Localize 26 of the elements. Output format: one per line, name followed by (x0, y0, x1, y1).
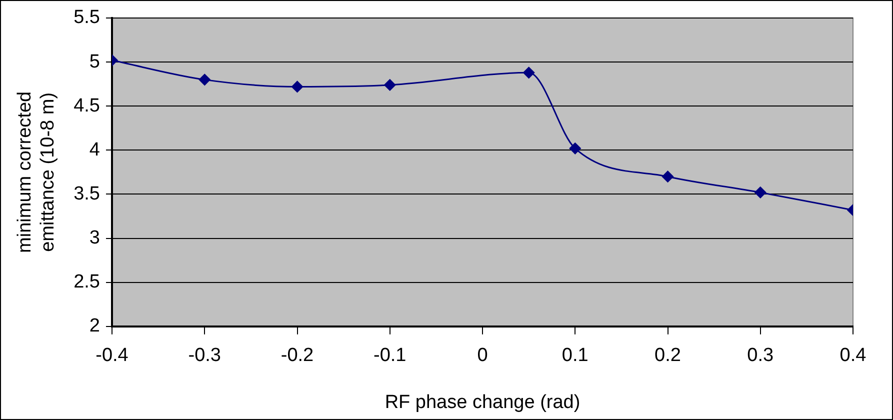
x-axis-title: RF phase change (rad) (384, 392, 580, 413)
y-tick-label: 5.5 (74, 7, 100, 28)
point (523, 66, 535, 78)
point (198, 74, 210, 86)
x-tick-label: -0.4 (96, 345, 129, 366)
y-tick-label: 4.5 (74, 95, 100, 116)
point (662, 170, 674, 182)
y-axis-title: minimum corrected emittance (10-8 m) (14, 91, 58, 253)
point (754, 186, 766, 198)
y-tick-label: 3.5 (74, 183, 100, 204)
point (292, 80, 304, 92)
x-tick-label: 0.3 (747, 345, 774, 366)
x-tick-label: 0 (477, 345, 488, 366)
y-tick-label: 3 (89, 228, 100, 249)
y-tick-label: 2.5 (74, 272, 100, 293)
point (384, 79, 396, 91)
y-tick-label: 2 (89, 316, 100, 337)
x-tick-label: -0.1 (374, 345, 406, 366)
x-tick-label: 0.4 (840, 345, 867, 366)
x-tick-label: -0.3 (188, 345, 222, 366)
y-tick-label: 5 (89, 51, 100, 72)
x-tick-label: -0.2 (280, 345, 314, 366)
point (569, 142, 581, 154)
x-tick-label: 0.1 (562, 345, 588, 366)
y-tick-label: 4 (89, 139, 100, 160)
x-tick-label: 0.2 (654, 345, 681, 366)
